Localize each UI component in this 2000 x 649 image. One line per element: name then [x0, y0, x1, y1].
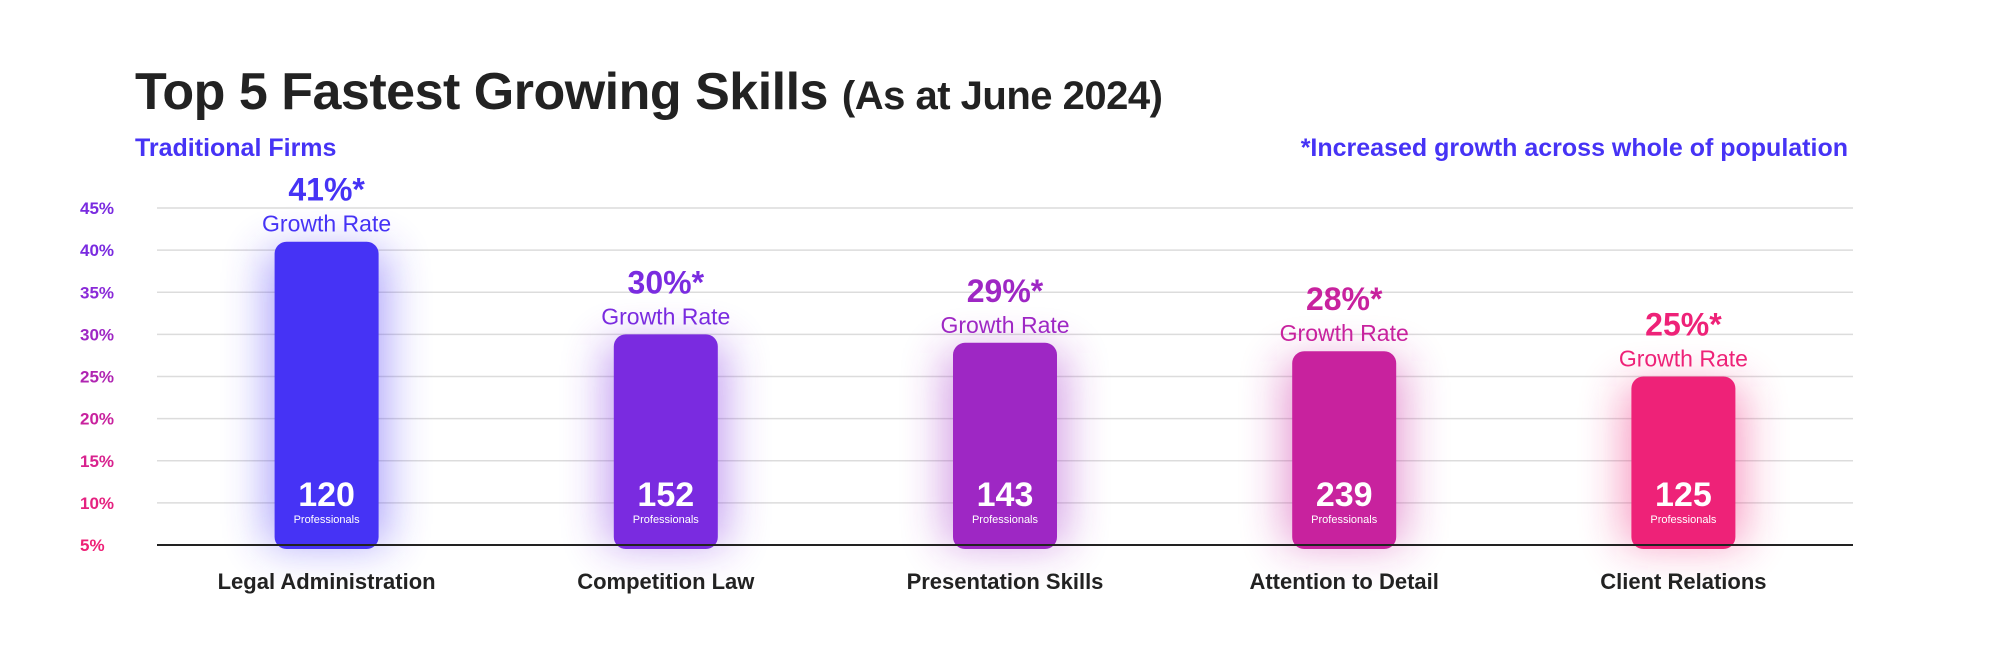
footnote: *Increased growth across whole of popula… — [1300, 134, 1848, 162]
y-tick-label: 10% — [80, 494, 114, 513]
bar — [613, 334, 718, 549]
professionals-label: Professionals — [1311, 514, 1378, 526]
growth-rate-label: Growth Rate — [601, 303, 730, 329]
bar-value-label: 41%* — [288, 172, 365, 208]
x-category-label: Presentation Skills — [907, 569, 1104, 594]
professionals-label: Professionals — [1650, 514, 1717, 526]
x-category-label: Competition Law — [577, 569, 755, 594]
chart-title: Top 5 Fastest Growing Skills (As at June… — [135, 62, 1163, 122]
bar-count-label: 143 — [977, 476, 1034, 514]
bar-value-label: 30%* — [628, 264, 705, 300]
y-tick-label: 35% — [80, 283, 114, 302]
bar-count-label: 120 — [298, 476, 355, 514]
professionals-label: Professionals — [972, 514, 1039, 526]
y-tick-label: 25% — [80, 368, 114, 387]
y-tick-label: 5% — [80, 536, 105, 555]
growth-rate-label: Growth Rate — [1280, 320, 1409, 346]
x-category-label: Attention to Detail — [1249, 569, 1438, 594]
bar-count-label: 152 — [637, 476, 694, 514]
y-tick-label: 20% — [80, 410, 114, 429]
x-category-label: Client Relations — [1600, 569, 1766, 594]
bar-value-label: 29%* — [967, 273, 1044, 309]
y-tick-label: 15% — [80, 452, 114, 471]
growth-rate-label: Growth Rate — [940, 312, 1069, 338]
professionals-label: Professionals — [294, 514, 361, 526]
bar — [953, 342, 1057, 549]
growth-rate-label: Growth Rate — [1619, 346, 1748, 372]
x-category-label: Legal Administration — [218, 569, 436, 594]
chart-title-main: Top 5 Fastest Growing Skills — [135, 63, 828, 121]
bar — [1292, 351, 1397, 549]
segment-label: Traditional Firms — [135, 134, 337, 162]
y-tick-label: 45% — [80, 199, 114, 218]
y-tick-label: 30% — [80, 325, 114, 344]
professionals-label: Professionals — [633, 514, 700, 526]
bar-count-label: 125 — [1655, 476, 1712, 514]
bar-value-label: 28%* — [1306, 281, 1383, 317]
chart-title-sub: (As at June 2024) — [841, 74, 1163, 118]
bar — [1631, 376, 1736, 549]
bar-count-label: 239 — [1316, 476, 1373, 514]
y-tick-label: 40% — [80, 241, 114, 260]
bar-value-label: 25%* — [1645, 307, 1722, 343]
bar — [274, 241, 379, 549]
growth-rate-label: Growth Rate — [262, 211, 391, 237]
